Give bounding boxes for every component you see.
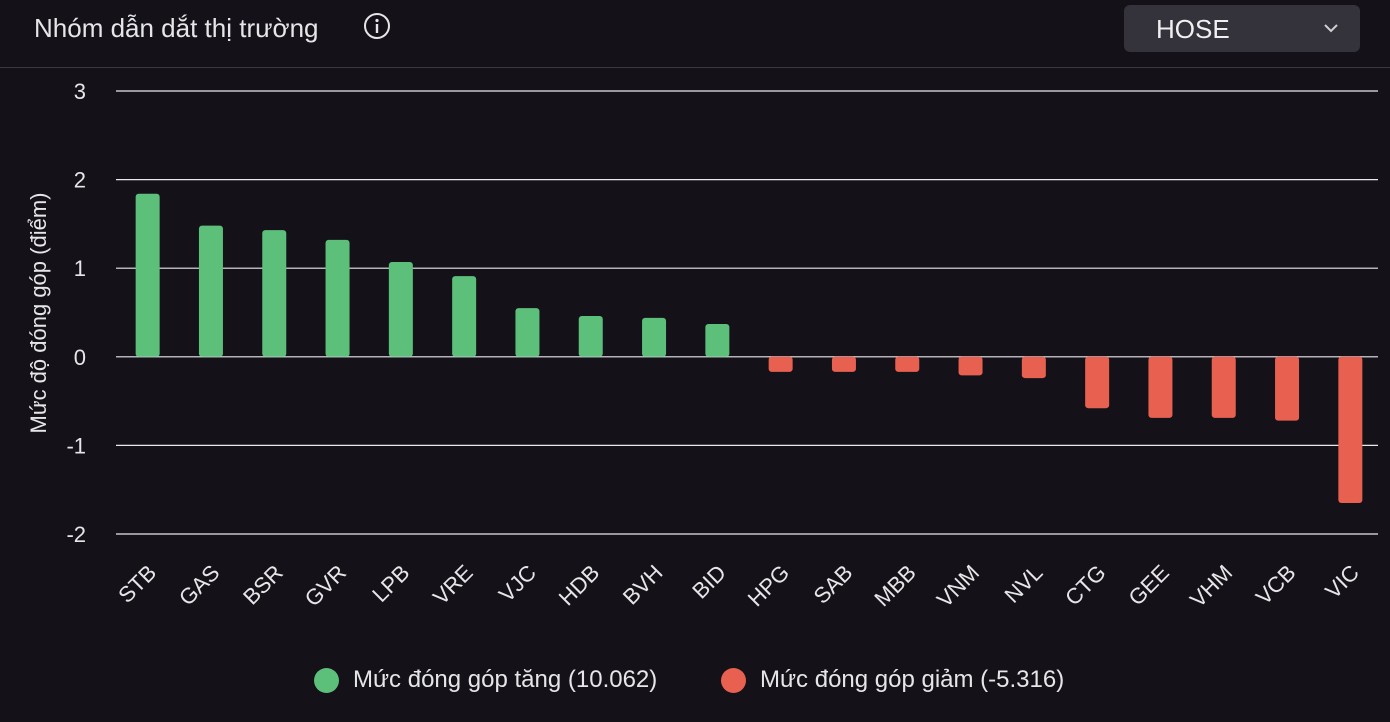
y-tick-label: 1 — [74, 256, 86, 281]
bar-gas[interactable] — [198, 225, 223, 357]
x-tick-label: VHM — [1185, 560, 1237, 612]
bar-sab[interactable] — [831, 356, 856, 372]
bar-bid[interactable] — [705, 324, 730, 357]
bar-gee[interactable] — [1148, 356, 1173, 418]
page-title: Nhóm dẫn dắt thị trường — [34, 13, 319, 43]
bar-gvr[interactable] — [325, 239, 350, 357]
x-tick-label: NVL — [999, 560, 1047, 608]
bar-vjc[interactable] — [515, 308, 540, 357]
legend-swatch-decrease — [721, 667, 746, 693]
bar-vic[interactable] — [1338, 356, 1363, 503]
y-tick-label: 0 — [74, 345, 86, 370]
x-tick-label: SAB — [809, 560, 858, 609]
bar-stb[interactable] — [135, 193, 160, 357]
bar-bsr[interactable] — [262, 230, 287, 357]
bar-ctg[interactable] — [1085, 356, 1110, 409]
x-axis-ticks: STB GAS BSR GVR LPB VRE VJC HDB BVH BID HPG SAB MBB V… — [113, 560, 1364, 612]
x-tick-label: GEE — [1123, 560, 1174, 611]
exchange-select[interactable]: HOSE — [1124, 5, 1360, 52]
y-tick-label: 2 — [74, 168, 86, 193]
bar-vcb[interactable] — [1275, 356, 1300, 421]
x-tick-label: CTG — [1060, 560, 1111, 611]
bars-layer — [135, 193, 1363, 503]
x-tick-label: GAS — [174, 560, 225, 611]
bar-lpb[interactable] — [388, 261, 413, 357]
x-tick-label: VCB — [1251, 560, 1301, 610]
info-icon[interactable] — [363, 12, 391, 40]
y-tick-label: -1 — [66, 433, 86, 458]
y-axis-ticks: 3 2 1 0 -1 -2 — [66, 79, 86, 547]
x-tick-label: VIC — [1320, 560, 1364, 604]
legend-item-decrease[interactable]: Mức đóng góp giảm (-5.316) — [721, 662, 1064, 698]
bar-vre[interactable] — [452, 276, 477, 357]
x-tick-label: VNM — [932, 560, 984, 612]
grid-layer — [116, 90, 1378, 535]
legend-label-increase: Mức đóng góp tăng (10.062) — [353, 666, 658, 693]
chart-legend: Mức đóng góp tăng (10.062) Mức đóng góp … — [0, 662, 1390, 698]
x-tick-label: MBB — [869, 560, 920, 611]
y-tick-label: -2 — [66, 522, 86, 547]
bar-bvh[interactable] — [642, 317, 667, 357]
bar-vnm[interactable] — [958, 356, 983, 376]
x-tick-label: BVH — [618, 560, 668, 610]
x-tick-label: VJC — [494, 560, 541, 607]
x-tick-label: BSR — [238, 560, 288, 610]
x-tick-label: LPB — [367, 560, 414, 607]
legend-swatch-increase — [314, 667, 339, 693]
bar-hdb[interactable] — [578, 316, 603, 357]
x-tick-label: HDB — [554, 560, 605, 611]
y-axis-label: Mức độ đóng góp (điểm) — [26, 193, 51, 434]
bar-vhm[interactable] — [1211, 356, 1236, 418]
x-tick-label: VRE — [428, 560, 478, 610]
y-tick-label: 3 — [74, 79, 86, 104]
chevron-down-icon — [1324, 24, 1338, 33]
legend-item-increase[interactable]: Mức đóng góp tăng (10.062) — [314, 662, 657, 698]
bar-hpg[interactable] — [768, 356, 793, 372]
x-tick-label: STB — [113, 560, 161, 608]
x-tick-label: BID — [687, 560, 731, 604]
chart-header: Nhóm dẫn dắt thị trường HOSE — [0, 0, 1390, 68]
x-tick-label: HPG — [743, 560, 794, 611]
bar-mbb[interactable] — [895, 356, 920, 372]
exchange-select-value: HOSE — [1156, 14, 1230, 44]
bar-nvl[interactable] — [1021, 356, 1046, 379]
legend-label-decrease: Mức đóng góp giảm (-5.316) — [760, 666, 1065, 693]
bar-chart: 3 2 1 0 -1 -2 Mức độ đóng góp (điểm) STB GAS BS… — [26, 79, 1378, 612]
x-tick-label: GVR — [300, 560, 351, 611]
